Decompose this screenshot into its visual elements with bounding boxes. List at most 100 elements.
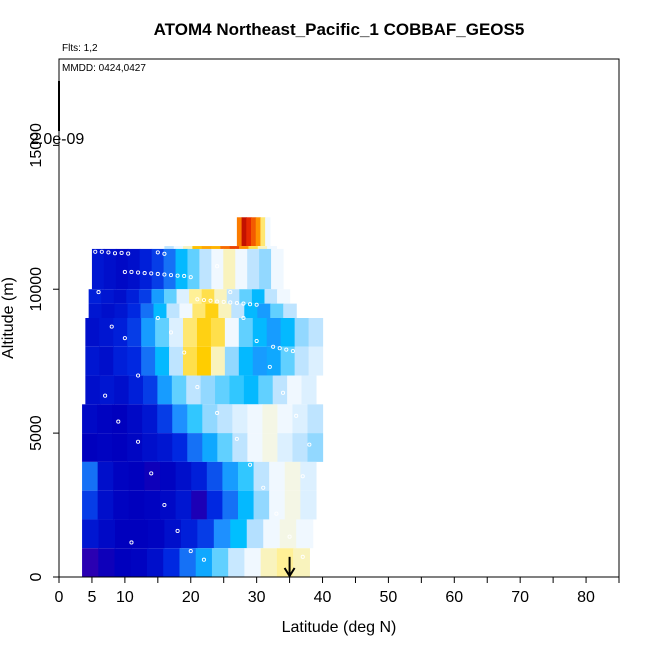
sample-point — [248, 462, 253, 467]
x-tick-label: 60 — [445, 589, 463, 606]
heatmap-cell — [187, 248, 201, 290]
sample-point — [188, 549, 193, 554]
sample-point — [254, 338, 259, 344]
sample-point — [99, 249, 104, 254]
sample-point — [215, 264, 220, 269]
heatmap-cell — [130, 548, 148, 577]
sample-point — [284, 347, 289, 352]
heatmap-cell — [262, 404, 279, 434]
plot-frame — [58, 58, 620, 578]
heatmap-cell — [269, 461, 286, 491]
heatmap-cell — [153, 303, 168, 318]
heatmap-cell — [143, 375, 159, 405]
heatmap-cell — [127, 318, 142, 347]
heatmap-cell — [239, 289, 253, 304]
heatmap-cell — [232, 404, 248, 434]
sample-point — [116, 419, 121, 424]
heatmap-cell — [192, 303, 206, 318]
heatmap-cell — [189, 289, 203, 304]
heatmap-cell — [246, 217, 252, 247]
heatmap-cell — [157, 404, 173, 434]
heatmap-cell — [253, 490, 270, 520]
heatmap-cell — [210, 318, 226, 347]
heatmap-cell — [155, 346, 170, 376]
sample-point — [287, 534, 292, 539]
sample-point — [188, 275, 193, 280]
heatmap-cell — [88, 303, 103, 318]
sample-point — [119, 250, 124, 256]
sample-point — [109, 324, 114, 329]
heatmap-cell — [175, 461, 192, 491]
heatmap-cell — [180, 519, 198, 549]
sample-point — [142, 271, 147, 276]
heatmap-cell — [175, 490, 192, 520]
sample-point — [106, 250, 111, 255]
heatmap-cell — [217, 433, 233, 462]
heatmap-cell — [269, 490, 286, 520]
heatmap-cell — [99, 375, 115, 405]
heatmap-cell — [300, 490, 317, 520]
heatmap-cell — [200, 375, 216, 405]
heatmap-cell — [199, 248, 212, 290]
heatmap-cell — [215, 375, 231, 405]
heatmap-cell — [115, 248, 129, 290]
heatmap-cell — [183, 318, 198, 347]
heatmap-cell — [97, 433, 113, 462]
heatmap-cell — [217, 404, 233, 434]
heatmap-cell — [97, 404, 113, 434]
heatmap-cell — [139, 248, 153, 290]
sample-point — [215, 410, 220, 416]
x-tick-label: 50 — [380, 589, 398, 606]
sample-point — [155, 250, 160, 255]
heatmap-cell — [97, 490, 114, 520]
heatmap-cell — [226, 289, 240, 304]
y-axis: 0 5000 10000 15000 — [28, 123, 59, 581]
x-tick-label: 80 — [577, 589, 595, 606]
arrow-head — [283, 567, 296, 578]
heatmap-cell — [277, 404, 294, 434]
heatmap-cell — [223, 248, 236, 290]
heatmap-cell — [307, 433, 324, 462]
heatmap-cell — [197, 519, 215, 549]
heatmap-cell — [238, 346, 254, 376]
sample-point — [129, 269, 134, 275]
heatmap-cell — [243, 375, 259, 405]
heatmap-cell — [172, 404, 188, 434]
x-tick-label: 5 — [87, 589, 96, 606]
heatmap-cell — [163, 248, 177, 290]
sample-point — [112, 251, 118, 256]
heatmap-cell — [141, 346, 156, 376]
heatmap-cell — [127, 433, 143, 462]
sample-point — [162, 272, 167, 277]
heatmap-cell — [128, 490, 146, 520]
heatmap-cell — [169, 346, 184, 376]
heatmap-cell — [144, 461, 161, 491]
heatmap-cell — [179, 548, 197, 577]
heatmap-cell — [202, 404, 218, 434]
heatmap-cell — [238, 318, 254, 347]
heatmap-cell — [237, 461, 255, 491]
chart-title: ATOM4 Northeast_Pacific_1 COBBAF_GEOS5 — [154, 20, 525, 39]
heatmap-cell — [292, 404, 309, 434]
heatmap-cell — [294, 318, 310, 347]
heatmap-cell — [222, 490, 239, 520]
sample-point — [274, 511, 279, 516]
sample-point — [234, 436, 239, 441]
heatmap-cell — [206, 490, 223, 520]
heatmap-cell — [114, 303, 129, 318]
sample-point — [201, 557, 206, 562]
sample-point — [149, 271, 154, 276]
sample-point — [162, 503, 167, 508]
heatmap-cell — [112, 404, 128, 434]
sample-point — [149, 471, 154, 476]
heatmap-cell — [164, 519, 182, 549]
sample-point — [280, 390, 286, 395]
heatmap-cell — [283, 303, 297, 318]
sample-point — [300, 554, 305, 559]
heatmap-cell — [138, 289, 153, 304]
sample-point — [122, 269, 127, 275]
heatmap-cell — [252, 346, 268, 376]
heatmap-cell — [113, 490, 130, 520]
heatmap-cell — [228, 548, 246, 577]
heatmap-cell — [191, 490, 208, 520]
